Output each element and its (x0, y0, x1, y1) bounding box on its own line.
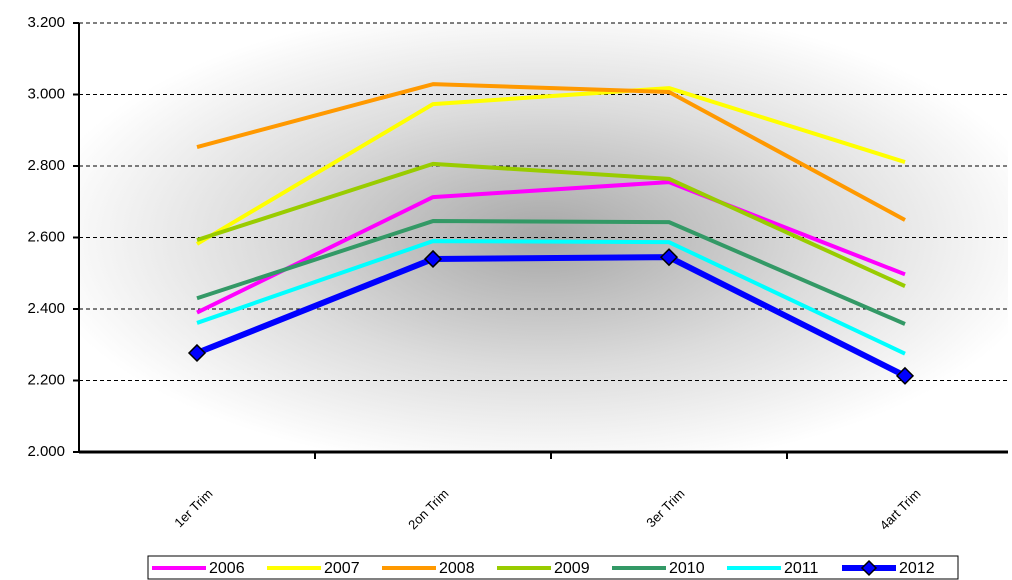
series-line (196, 219, 906, 326)
x-tick-label: 2on Trim (405, 486, 451, 532)
y-tick-label: 2.600 (27, 228, 65, 245)
series-line (196, 82, 906, 222)
y-tick-label: 2.400 (27, 300, 65, 317)
x-tick-label: 1er Trim (171, 486, 215, 530)
y-tick-label: 2.200 (27, 371, 65, 388)
data-point (895, 366, 915, 385)
legend: 2006 2007 2008 2009 2010 2011 2012 (147, 555, 959, 580)
legend-label: 2012 (899, 560, 935, 577)
y-tick-label: 2.000 (27, 443, 65, 460)
legend-label: 2007 (324, 560, 360, 577)
legend-label: 2009 (554, 560, 590, 577)
legend-box (147, 555, 959, 580)
legend-label: 2010 (669, 560, 705, 577)
data-point (659, 248, 679, 267)
x-tick-label: 3er Trim (643, 486, 687, 530)
x-tick-label: 4art Trim (877, 486, 924, 533)
y-tick-label: 3.200 (27, 14, 65, 31)
legend-marker (860, 559, 878, 577)
legend-label: 2008 (439, 560, 475, 577)
series-line (196, 161, 906, 288)
legend-label: 2006 (209, 560, 245, 577)
series-line (196, 180, 906, 315)
legend-label: 2011 (784, 560, 819, 577)
y-tick-label: 2.800 (27, 157, 65, 174)
data-point (423, 249, 443, 269)
y-tick-label: 3.000 (27, 85, 65, 102)
series-line (195, 254, 907, 379)
series-line (196, 239, 906, 356)
data-point (187, 343, 207, 363)
series-line (195, 86, 906, 246)
